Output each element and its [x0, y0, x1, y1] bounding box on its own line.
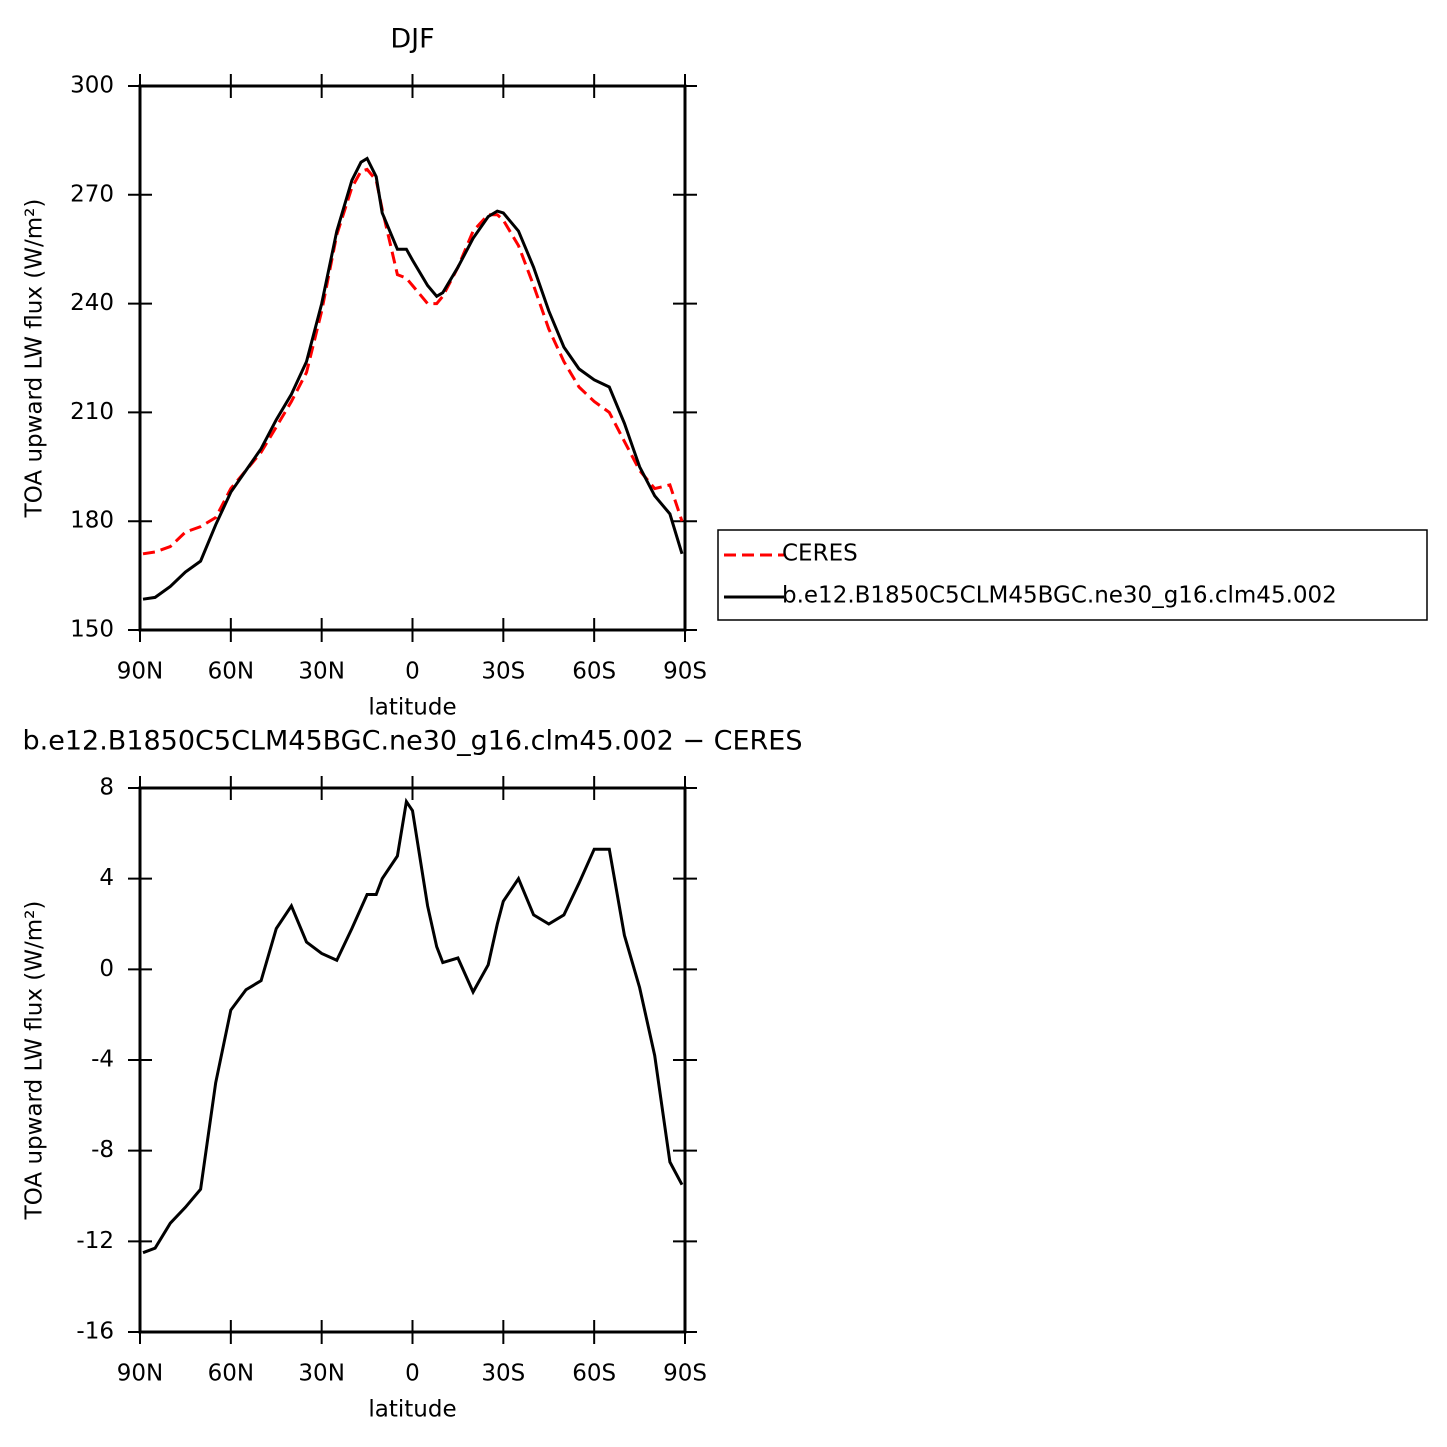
- x-axis-label: latitude: [368, 1397, 456, 1423]
- x-tick-label: 30S: [481, 659, 525, 685]
- y-tick-label: -12: [76, 1228, 114, 1254]
- x-axis-label: latitude: [368, 695, 456, 721]
- y-tick-label: 180: [70, 508, 114, 534]
- y-axis-label: TOA upward LW flux (W/m²): [22, 199, 48, 519]
- plot-frame: [138, 84, 687, 632]
- y-tick-label: 4: [99, 865, 114, 891]
- y-axis-label: TOA upward LW flux (W/m²): [22, 901, 48, 1221]
- x-tick-label: 60N: [208, 659, 254, 685]
- y-tick-label: 270: [70, 181, 114, 207]
- legend-label: CERES: [782, 541, 858, 567]
- x-tick-label: 0: [405, 1361, 420, 1387]
- x-tick-label: 90N: [117, 1361, 163, 1387]
- x-tick-label: 30N: [298, 659, 344, 685]
- y-tick-label: 240: [70, 290, 114, 316]
- legend-box: [717, 529, 1428, 621]
- x-tick-label: 0: [405, 659, 420, 685]
- y-tick-label: -16: [76, 1319, 114, 1345]
- x-tick-label: 60S: [572, 1361, 616, 1387]
- x-tick-label: 60S: [572, 659, 616, 685]
- line-series: [142, 167, 684, 556]
- y-tick-label: 210: [70, 399, 114, 425]
- legend-label: b.e12.B1850C5CLM45BGC.ne30_g16.clm45.002: [782, 583, 1337, 609]
- y-tick-label: 150: [70, 617, 114, 643]
- y-tick-label: -4: [91, 1047, 114, 1073]
- x-tick-label: 30N: [298, 1361, 344, 1387]
- chart-title: b.e12.B1850C5CLM45BGC.ne30_g16.clm45.002…: [23, 726, 803, 757]
- x-tick-label: 30S: [481, 1361, 525, 1387]
- y-tick-label: 0: [99, 956, 114, 982]
- plot-frame: [138, 786, 687, 1334]
- y-tick-label: 8: [99, 775, 114, 801]
- line-series: [142, 797, 684, 1255]
- y-tick-label: -8: [91, 1137, 114, 1163]
- line-series: [142, 156, 684, 601]
- y-tick-label: 300: [70, 73, 114, 99]
- x-tick-label: 90N: [117, 659, 163, 685]
- x-tick-label: 90S: [663, 659, 707, 685]
- x-tick-label: 60N: [208, 1361, 254, 1387]
- chart-title: DJF: [390, 24, 434, 55]
- x-tick-label: 90S: [663, 1361, 707, 1387]
